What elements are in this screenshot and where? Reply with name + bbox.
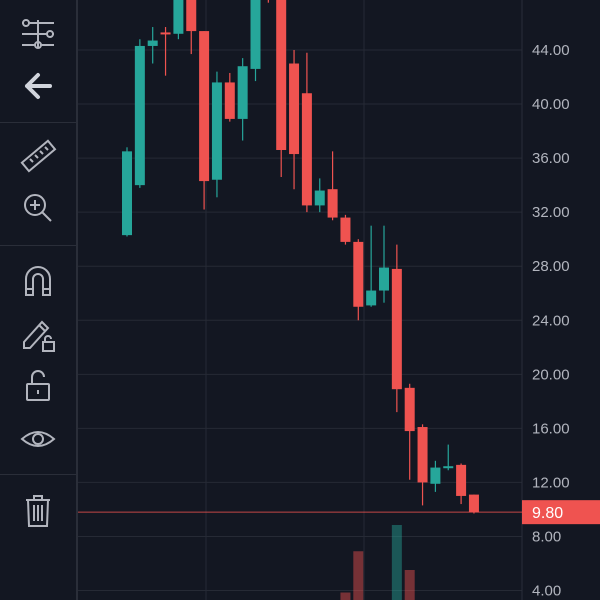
price-axis-tick-label: 40.00 — [532, 96, 570, 113]
candle — [430, 460, 441, 492]
candle-body — [340, 217, 351, 242]
candle — [314, 178, 325, 213]
candle — [443, 444, 454, 471]
candle-body — [199, 31, 210, 182]
candle-body — [122, 151, 132, 236]
candle — [160, 27, 171, 76]
volume-bar — [353, 551, 364, 600]
price-axis-tick-label: 32.00 — [532, 204, 570, 221]
candle — [404, 383, 415, 480]
candle — [250, 0, 261, 82]
eye-icon[interactable] — [14, 419, 62, 459]
candle-body — [224, 82, 235, 119]
candle — [301, 52, 312, 213]
candle-body — [417, 427, 428, 483]
candle — [327, 151, 338, 221]
current-price-badge — [522, 500, 600, 525]
candle-body — [391, 268, 402, 390]
current-price-label: 9.80 — [532, 505, 563, 522]
candle-body — [327, 189, 338, 218]
candle-body — [237, 66, 248, 119]
volume-bar — [340, 592, 351, 600]
candle-body — [353, 241, 364, 307]
price-chart[interactable]: 4.00 8.00 12.00 16.00 20.00 24.00 28.00 32.00 36… — [78, 0, 600, 600]
price-axis-tick-label: 4.00 — [532, 583, 561, 600]
magnet-icon[interactable] — [14, 261, 62, 301]
candle — [147, 27, 158, 64]
candle — [134, 39, 145, 188]
candle-body — [301, 93, 312, 206]
price-axis-tick-label: 28.00 — [532, 258, 570, 275]
candle — [340, 214, 351, 245]
candle-body — [430, 467, 441, 484]
candle-body — [366, 290, 377, 306]
candle — [276, 0, 287, 178]
current-price-marker: 9.80 — [78, 500, 600, 525]
candlestick-series — [122, 0, 479, 514]
candle-body — [314, 190, 325, 206]
candle-body — [443, 466, 454, 469]
trash-icon[interactable] — [14, 491, 62, 531]
candle-body — [289, 63, 300, 155]
volume-bar — [391, 525, 402, 600]
candle-body — [134, 45, 145, 186]
price-axis-tick-label: 16.00 — [532, 420, 570, 437]
price-axis-tick-label: 20.00 — [532, 366, 570, 383]
candle — [379, 225, 389, 303]
candle — [186, 0, 197, 55]
price-axis-tick-label: 8.00 — [532, 528, 561, 545]
chart-grid — [78, 0, 522, 600]
candle-body — [276, 0, 287, 150]
price-axis-tick-label: 44.00 — [532, 42, 570, 59]
candle-body — [404, 387, 415, 432]
lock-drawing-icon[interactable] — [14, 314, 62, 354]
ruler-icon[interactable] — [14, 137, 62, 177]
candle-body — [468, 494, 479, 513]
candle-body — [456, 464, 467, 496]
candle — [289, 50, 300, 190]
crosshair-settings-icon[interactable] — [14, 15, 62, 55]
price-axis-tick-label: 36.00 — [532, 150, 570, 167]
toolbar-divider — [0, 245, 76, 246]
price-axis: 4.00 8.00 12.00 16.00 20.00 24.00 28.00 32.00 36… — [521, 0, 570, 600]
candle — [468, 494, 479, 514]
candle — [224, 72, 235, 122]
candle — [173, 0, 184, 40]
unlock-icon[interactable] — [14, 366, 62, 406]
toolbar-divider — [0, 122, 76, 123]
candle — [267, 0, 269, 3]
candle — [237, 58, 248, 141]
candle — [366, 225, 377, 307]
candle-body — [173, 0, 184, 34]
volume-bar — [404, 570, 415, 600]
candle — [211, 71, 222, 198]
candle — [353, 239, 364, 321]
candle-body — [160, 32, 171, 35]
candle — [391, 244, 402, 413]
price-axis-tick-label: 24.00 — [532, 312, 570, 329]
candle-body — [147, 40, 158, 46]
volume-bars — [340, 525, 415, 600]
candle — [417, 424, 428, 506]
zoom-in-icon[interactable] — [14, 188, 62, 228]
drawing-toolbar — [0, 0, 78, 600]
candle-body — [211, 82, 222, 180]
candle — [122, 147, 132, 237]
toolbar-divider — [0, 474, 76, 475]
candle — [456, 463, 467, 505]
price-axis-tick-label: 12.00 — [532, 474, 570, 491]
candle-body — [186, 0, 197, 32]
back-arrow-icon[interactable] — [14, 66, 62, 106]
candle-body — [250, 0, 261, 69]
candle-body — [379, 267, 389, 291]
candle — [199, 31, 210, 210]
